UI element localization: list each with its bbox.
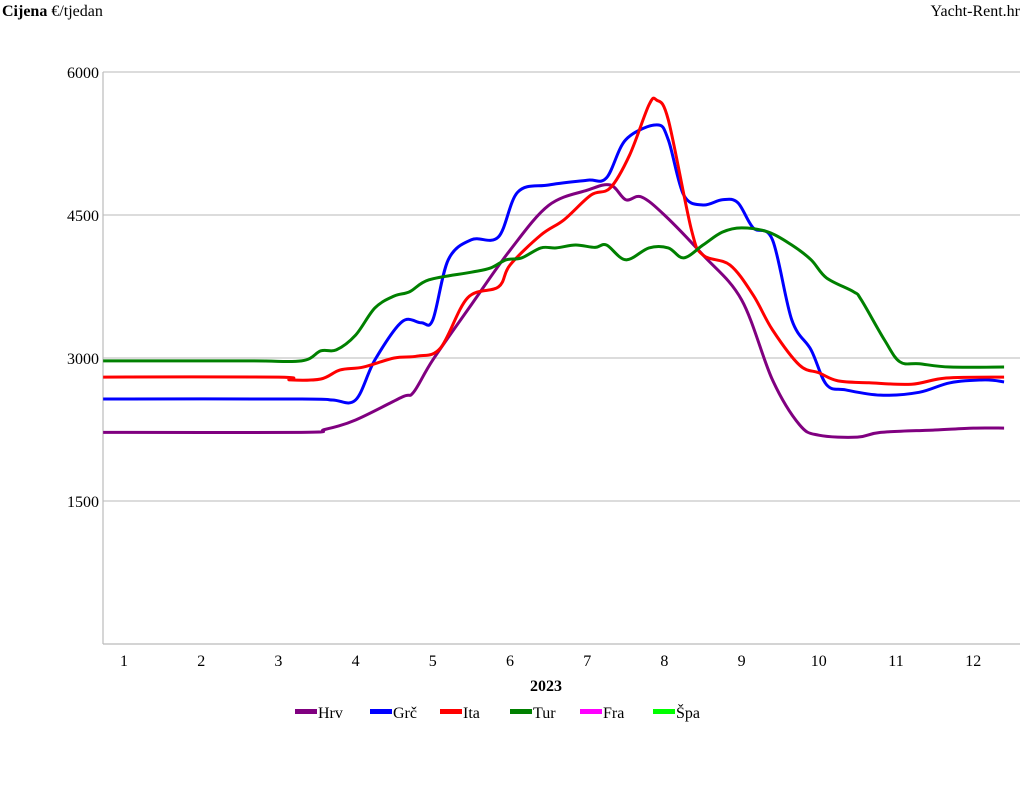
x-tick-label: 10	[811, 653, 827, 670]
y-tick-label: 6000	[67, 65, 99, 82]
legend-label-Hrv: Hrv	[318, 705, 343, 722]
x-tick-label: 1	[120, 653, 128, 670]
x-tick-label: 5	[429, 653, 437, 670]
legend-swatch-Tur	[510, 709, 532, 714]
legend-swatch-Špa	[653, 709, 675, 714]
x-tick-label: 12	[965, 653, 981, 670]
y-axis-label-bold: Cijena	[2, 3, 48, 20]
series-line-Grč	[103, 123, 1005, 405]
y-tick-label: 1500	[67, 494, 99, 511]
y-tick-label: 3000	[67, 351, 99, 368]
x-tick-label: 6	[506, 653, 514, 670]
legend-label-Fra: Fra	[603, 705, 624, 722]
legend-swatch-Hrv	[295, 709, 317, 714]
legend-label-Špa: Špa	[676, 703, 700, 722]
legend-swatch-Ita	[440, 709, 462, 714]
x-tick-label: 8	[660, 653, 668, 670]
legend-swatch-Fra	[580, 709, 602, 714]
series-line-Hrv	[103, 183, 1005, 439]
x-tick-label: 7	[583, 653, 591, 670]
series-line-Ita	[103, 96, 1005, 386]
x-tick-label: 9	[738, 653, 746, 670]
y-tick-label: 4500	[67, 208, 99, 225]
x-tick-label: 4	[352, 653, 360, 670]
x-tick-label: 3	[274, 653, 282, 670]
x-tick-label: 11	[888, 653, 903, 670]
y-axis-label-unit: €/tjedan	[51, 3, 103, 20]
legend-label-Grč: Grč	[393, 705, 417, 722]
x-tick-label: 2	[197, 653, 205, 670]
legend-swatch-Grč	[370, 709, 392, 714]
watermark: Yacht-Rent.hr	[930, 3, 1020, 20]
series-line-Tur	[103, 226, 1005, 369]
legend-label-Ita: Ita	[463, 705, 480, 722]
legend-label-Tur: Tur	[533, 705, 556, 722]
x-axis-label: 2023	[530, 678, 562, 695]
y-axis-label: Cijena €/tjedan	[2, 3, 103, 21]
